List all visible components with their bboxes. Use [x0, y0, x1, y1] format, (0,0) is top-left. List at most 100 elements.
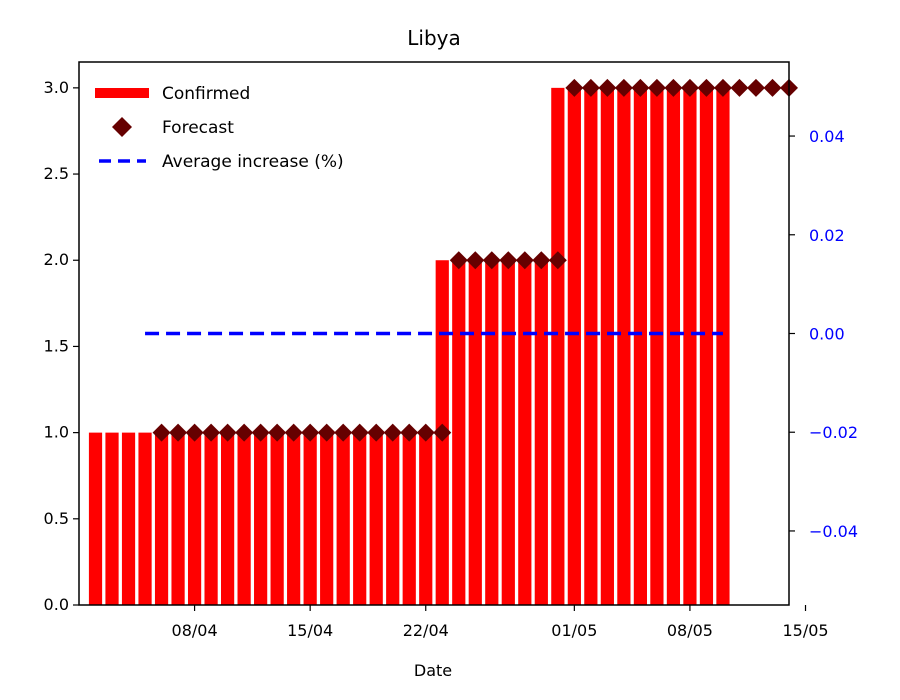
confirmed-bar [419, 432, 433, 605]
left-tick-label: 0.0 [44, 595, 69, 614]
confirmed-bar [716, 87, 730, 606]
legend-forecast-swatch [112, 117, 132, 137]
forecast-marker [499, 251, 518, 270]
forecast-marker [367, 423, 386, 442]
right-tick-label: −0.02 [809, 423, 858, 442]
confirmed-bar [600, 87, 614, 606]
forecast-marker [565, 78, 584, 97]
confirmed-bar [534, 260, 548, 605]
forecast-marker [697, 78, 716, 97]
confirmed-bar [633, 87, 647, 606]
legend-confirmed-swatch [95, 88, 149, 98]
confirmed-bar [683, 87, 697, 606]
forecast-marker [482, 251, 501, 270]
right-tick-label: 0.02 [809, 226, 845, 245]
confirmed-bar [303, 432, 317, 605]
confirmed-bar [402, 432, 416, 605]
confirmed-bar [485, 260, 499, 605]
forecast-marker [466, 251, 485, 270]
forecast-marker [152, 423, 171, 442]
left-tick-label: 3.0 [44, 78, 69, 97]
bars-layer [88, 87, 730, 606]
forecast-marker [400, 423, 419, 442]
forecast-marker [383, 423, 402, 442]
confirmed-bar [617, 87, 631, 606]
confirmed-bar [171, 432, 185, 605]
forecast-marker [433, 423, 452, 442]
left-tick-label: 2.5 [44, 164, 69, 183]
forecast-marker [317, 423, 336, 442]
forecast-marker [532, 251, 551, 270]
bottom-tick-label: 22/04 [403, 621, 449, 640]
confirmed-bar [105, 432, 119, 605]
forecast-marker [251, 423, 270, 442]
forecast-marker [598, 78, 617, 97]
forecast-marker [664, 78, 683, 97]
forecast-marker [301, 423, 320, 442]
forecast-marker [235, 423, 254, 442]
confirmed-bar [270, 432, 284, 605]
forecast-marker [284, 423, 303, 442]
forecast-marker [647, 78, 666, 97]
forecast-marker [334, 423, 353, 442]
confirmed-bar [452, 260, 466, 605]
forecast-marker [746, 78, 765, 97]
forecast-marker [268, 423, 287, 442]
confirmed-bar [204, 432, 218, 605]
forecast-marker [713, 78, 732, 97]
bottom-tick-label: 08/05 [667, 621, 713, 640]
forecast-marker [631, 78, 650, 97]
right-tick-label: 0.00 [809, 325, 845, 344]
confirmed-bar [584, 87, 598, 606]
legend: Confirmed Forecast Average increase (%) [95, 84, 344, 172]
right-axis-ticks: −0.04 −0.02 0.00 0.02 0.04 [789, 127, 858, 541]
legend-forecast-label: Forecast [162, 118, 234, 138]
confirmed-bar [353, 432, 367, 605]
forecast-marker [202, 423, 221, 442]
legend-average-label: Average increase (%) [162, 152, 344, 172]
forecast-marker [548, 251, 567, 270]
confirmed-bar [501, 260, 515, 605]
forecast-marker [449, 251, 468, 270]
bottom-tick-label: 15/05 [782, 621, 828, 640]
confirmed-bar [666, 87, 681, 606]
forecast-marker [581, 78, 600, 97]
forecast-layer [152, 78, 798, 442]
confirmed-bar [121, 432, 136, 605]
forecast-marker [680, 78, 699, 97]
forecast-marker [515, 251, 534, 270]
confirmed-bar [699, 87, 714, 606]
bottom-tick-label: 08/04 [172, 621, 218, 640]
forecast-marker [614, 78, 633, 97]
forecast-marker [730, 78, 749, 97]
confirmed-bar [650, 87, 664, 606]
left-tick-label: 2.0 [44, 250, 69, 269]
right-tick-label: 0.04 [809, 127, 845, 146]
confirmed-bar [154, 432, 169, 605]
forecast-marker [763, 78, 782, 97]
forecast-marker [169, 423, 188, 442]
confirmed-bar [551, 87, 565, 606]
legend-confirmed-label: Confirmed [162, 84, 250, 104]
confirmed-bar [369, 432, 383, 605]
forecast-marker [218, 423, 237, 442]
bottom-axis-ticks: 08/04 15/04 22/04 01/05 08/05 15/05 [172, 605, 829, 640]
confirmed-bar [221, 432, 235, 605]
left-tick-label: 1.0 [44, 423, 69, 442]
bottom-tick-label: 15/04 [287, 621, 333, 640]
confirmed-bar [237, 432, 251, 605]
left-tick-label: 1.5 [44, 336, 69, 355]
right-tick-label: −0.04 [809, 522, 858, 541]
confirmed-bar [320, 432, 334, 605]
confirmed-bar [138, 432, 152, 605]
confirmed-bar [468, 260, 482, 605]
confirmed-bar [287, 432, 301, 605]
confirmed-bar [386, 432, 400, 605]
left-tick-label: 0.5 [44, 509, 69, 528]
confirmed-bar [518, 260, 532, 605]
bottom-tick-label: 01/05 [551, 621, 597, 640]
confirmed-bar [567, 87, 581, 606]
chart-title: Libya [407, 26, 461, 50]
